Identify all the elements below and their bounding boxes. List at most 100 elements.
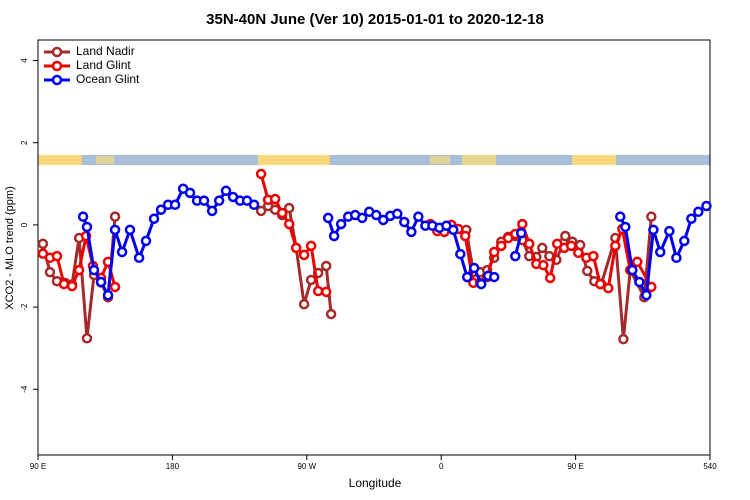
point <box>655 246 666 258</box>
point <box>184 187 196 199</box>
point <box>169 199 181 211</box>
point <box>370 209 382 221</box>
point <box>283 202 295 214</box>
point <box>58 278 70 290</box>
point <box>603 282 614 294</box>
point <box>671 252 682 264</box>
point <box>116 246 128 258</box>
legend-label: Ocean Glint <box>76 72 140 86</box>
point <box>148 213 160 224</box>
point <box>290 242 302 254</box>
point <box>566 240 577 252</box>
point <box>538 259 549 271</box>
x-tick-label: 90 W <box>297 462 316 471</box>
point <box>102 289 114 301</box>
point <box>220 185 232 197</box>
point <box>646 211 657 222</box>
point <box>88 264 100 276</box>
legend-marker <box>51 60 63 72</box>
x-tick-label: 180 <box>166 462 180 471</box>
point <box>269 193 281 205</box>
point <box>322 212 334 224</box>
y-tick-label: -2 <box>20 303 29 311</box>
point <box>664 225 675 237</box>
point <box>461 271 473 283</box>
point <box>320 260 332 272</box>
point <box>356 212 368 224</box>
legend-label: Land Nadir <box>76 44 135 58</box>
point <box>510 250 521 262</box>
point <box>155 204 167 215</box>
point <box>81 333 93 344</box>
x-tick-label: 90 E <box>30 462 46 471</box>
point <box>693 206 704 218</box>
point <box>615 211 626 222</box>
y-tick-label: 0 <box>20 222 29 227</box>
point <box>406 226 417 238</box>
point <box>618 333 629 345</box>
point <box>627 264 638 276</box>
x-tick-label: 0 <box>439 462 444 471</box>
point <box>213 195 225 206</box>
point <box>488 271 500 283</box>
point <box>124 224 136 236</box>
point <box>328 230 340 242</box>
point <box>255 168 267 180</box>
point <box>455 248 466 260</box>
point <box>109 281 121 293</box>
point <box>560 230 571 242</box>
point <box>634 276 645 288</box>
y-axis-label: XCO2 - MLO trend (ppm) <box>4 186 16 309</box>
point <box>305 274 317 286</box>
point <box>248 199 260 211</box>
point <box>495 240 507 252</box>
point <box>413 211 424 222</box>
x-axis-label: Longitude <box>349 476 402 490</box>
point <box>641 289 652 301</box>
point <box>594 278 606 290</box>
point <box>588 250 599 262</box>
point <box>276 207 288 219</box>
x-tick-label: 90 E <box>567 462 583 471</box>
chart-title: 35N-40N June (Ver 10) 2015-01-01 to 2020… <box>206 11 544 28</box>
point <box>632 256 643 268</box>
y-tick-label: -4 <box>20 385 29 393</box>
point <box>109 224 121 236</box>
point <box>468 262 480 274</box>
point <box>44 266 56 278</box>
point <box>573 247 584 259</box>
plot-frame <box>37 39 711 456</box>
point <box>448 224 459 236</box>
point <box>335 218 347 230</box>
point <box>298 298 310 310</box>
point <box>140 235 152 247</box>
point <box>524 238 535 250</box>
point <box>399 216 410 228</box>
point <box>95 276 107 288</box>
point <box>459 230 471 242</box>
point <box>73 264 85 276</box>
point <box>312 285 324 297</box>
point <box>255 205 267 217</box>
point <box>475 278 487 290</box>
legend-marker <box>51 46 63 58</box>
legend-marker <box>51 74 63 86</box>
point <box>305 240 317 252</box>
point <box>133 252 145 264</box>
point <box>206 205 218 217</box>
point <box>515 227 527 239</box>
point <box>544 272 556 284</box>
point <box>620 221 631 233</box>
legend-label: Land Glint <box>76 58 131 72</box>
point <box>517 218 528 230</box>
point <box>325 308 337 320</box>
point <box>537 242 548 254</box>
point <box>581 265 593 277</box>
x-tick-label: 540 <box>703 462 717 471</box>
point <box>648 224 659 236</box>
point <box>51 250 63 262</box>
point <box>66 280 78 292</box>
point <box>283 218 295 230</box>
